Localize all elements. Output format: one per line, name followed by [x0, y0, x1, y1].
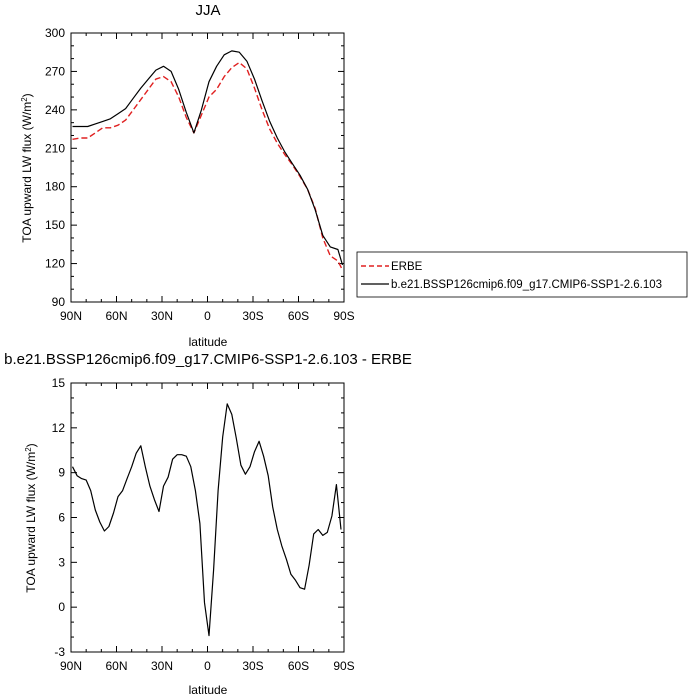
top-x-tick-label: 30N: [151, 309, 173, 323]
top-y-tick-label: 210: [45, 141, 65, 155]
bottom-y-axis-label-sup: 2: [24, 447, 33, 452]
bottom-x-tick-label: 0: [204, 659, 211, 673]
top-y-tick-label: 120: [45, 257, 65, 271]
top-x-tick-label: 0: [204, 309, 211, 323]
bottom-chart-title: b.e21.BSSP126cmip6.f09_g17.CMIP6-SSP1-2.…: [4, 351, 412, 368]
bottom-y-tick-label: 0: [58, 600, 65, 614]
bottom-y-tick-label: 15: [52, 376, 66, 390]
bottom-y-tick-label: 9: [58, 466, 65, 480]
legend-label-model: b.e21.BSSP126cmip6.f09_g17.CMIP6-SSP1-2.…: [391, 279, 662, 291]
legend: ERBE b.e21.BSSP126cmip6.f09_g17.CMIP6-SS…: [356, 251, 688, 298]
top-y-tick-label: 150: [45, 218, 65, 232]
bottom-ticks: 90N 60N 30N 0 30S 60S 90S -3 0 3 6 9 12 15: [52, 376, 355, 673]
bottom-x-tick-label: 30S: [242, 659, 263, 673]
top-series-line-1: [72, 50, 344, 266]
bottom-x-tick-label: 30N: [151, 659, 173, 673]
bottom-x-tick-label: 90N: [60, 659, 82, 673]
legend-label-erbe: ERBE: [391, 261, 423, 273]
top-panel: JJA 90N 60N 30N 0 30S 60S 90S 90 120 150 180 210 240…: [20, 2, 688, 349]
top-y-axis-label-close: ): [20, 93, 34, 97]
top-series-line-0: [72, 61, 344, 271]
bottom-series-line-0: [71, 403, 342, 637]
bottom-series: [71, 403, 342, 637]
bottom-x-axis-label: latitude: [189, 683, 228, 697]
bottom-y-axis-label-close: ): [24, 443, 38, 447]
top-ticks: 90N 60N 30N 0 30S 60S 90S 90 120 150 180 210 240 270 3…: [45, 26, 355, 323]
bottom-y-tick-label: 6: [58, 511, 65, 525]
bottom-y-tick-label: 3: [58, 555, 65, 569]
top-x-axis-label: latitude: [189, 335, 228, 349]
bottom-y-axis-label-main: TOA upward LW flux (W/m: [24, 452, 38, 593]
top-y-tick-label: 180: [45, 180, 65, 194]
bottom-panel: b.e21.BSSP126cmip6.f09_g17.CMIP6-SSP1-2.…: [4, 351, 412, 697]
top-x-tick-label: 60S: [288, 309, 309, 323]
top-y-axis-label: TOA upward LW flux (W/m2): [20, 93, 35, 242]
top-y-tick-label: 300: [45, 26, 65, 40]
top-x-tick-label: 30S: [242, 309, 263, 323]
bottom-x-tick-label: 60S: [288, 659, 309, 673]
bottom-y-tick-label: 12: [52, 421, 66, 435]
top-series: [72, 50, 344, 271]
top-y-tick-label: 270: [45, 64, 65, 78]
top-y-tick-label: 240: [45, 103, 65, 117]
bottom-x-tick-label: 60N: [105, 659, 127, 673]
top-y-axis-label-sup: 2: [20, 97, 29, 102]
top-x-tick-label: 90N: [60, 309, 82, 323]
bottom-y-tick-label: -3: [54, 645, 65, 659]
top-chart-title: JJA: [195, 2, 220, 19]
bottom-x-tick-label: 90S: [333, 659, 354, 673]
legend-frame: [356, 251, 688, 298]
top-y-tick-label: 90: [52, 295, 66, 309]
top-x-tick-label: 90S: [333, 309, 354, 323]
bottom-y-axis-label: TOA upward LW flux (W/m2): [24, 443, 39, 592]
top-plot-frame: [70, 32, 345, 303]
top-y-axis-label-main: TOA upward LW flux (W/m: [20, 102, 34, 243]
top-x-tick-label: 60N: [105, 309, 127, 323]
